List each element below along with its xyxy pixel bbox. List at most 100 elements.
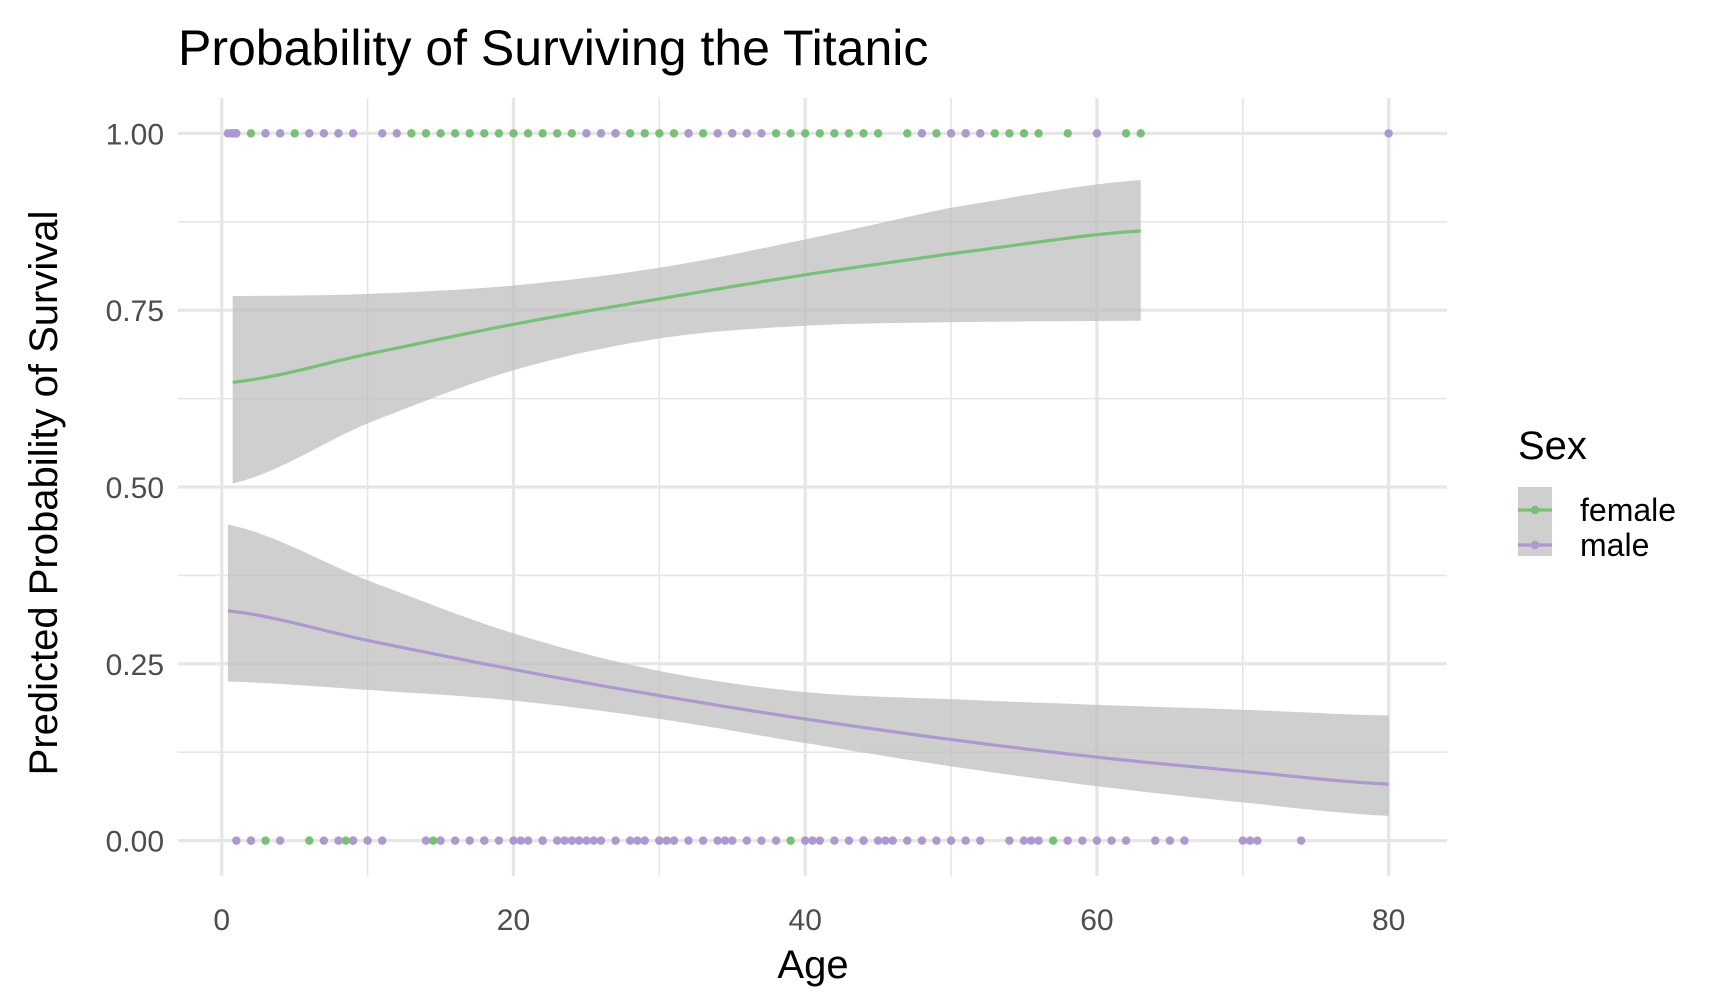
- point-male-died: [1165, 836, 1175, 845]
- point-male-died: [611, 836, 620, 845]
- point-female-survived: [1121, 129, 1131, 138]
- point-female-survived: [990, 129, 1000, 138]
- point-male-died: [1027, 836, 1036, 845]
- point-male-survived: [728, 129, 737, 138]
- point-male-died: [1245, 836, 1255, 845]
- y-tick-label: 0.00: [106, 826, 164, 859]
- fit-line-male: [227, 609, 1389, 786]
- point-male-died: [932, 836, 941, 845]
- point-male-died: [808, 836, 817, 845]
- point-male-died: [1107, 836, 1116, 845]
- point-male-died: [961, 836, 970, 845]
- point-male-died: [232, 836, 241, 845]
- point-male-survived: [961, 129, 970, 138]
- point-male-died: [662, 836, 671, 845]
- point-female-survived: [815, 129, 824, 138]
- point-male-survived: [378, 129, 387, 138]
- point-female-survived: [450, 129, 460, 138]
- x-tick-label: 60: [1080, 904, 1113, 937]
- y-axis-title: Predicted Probability of Survival: [22, 211, 66, 776]
- point-male-died: [421, 836, 431, 845]
- point-male-died: [1092, 836, 1102, 845]
- point-male-died: [917, 836, 927, 845]
- point-male-died: [742, 836, 752, 845]
- point-male-died: [560, 836, 569, 845]
- point-male-died: [494, 836, 504, 845]
- point-male-died: [1296, 836, 1306, 845]
- point-female-died: [341, 836, 350, 845]
- y-tick-label: 1.00: [106, 118, 164, 151]
- point-male-survived: [742, 129, 752, 138]
- y-tick-label: 0.25: [106, 649, 164, 682]
- x-tick-label: 80: [1372, 904, 1405, 937]
- point-male-died: [567, 836, 577, 845]
- point-male-died: [553, 836, 562, 845]
- point-male-survived: [305, 129, 314, 138]
- point-male-died: [903, 836, 912, 845]
- y-axis-ticks: 0.00 0.25 0.50 0.75 1.00: [106, 118, 164, 858]
- point-female-survived: [625, 129, 635, 138]
- point-male-died: [589, 836, 598, 845]
- point-female-survived: [786, 129, 795, 138]
- point-female-survived: [480, 129, 489, 138]
- point-female-died: [429, 836, 438, 845]
- point-male-died: [246, 836, 256, 845]
- point-male-died: [757, 836, 766, 845]
- point-male-died: [873, 836, 883, 845]
- x-tick-label: 20: [497, 904, 530, 937]
- point-female-survived: [290, 129, 299, 138]
- point-male-died: [275, 836, 285, 845]
- fit-line-female: [232, 229, 1141, 384]
- point-male-died: [844, 836, 854, 845]
- point-female-survived: [932, 129, 941, 138]
- legend-label-female: female: [1580, 492, 1676, 528]
- point-male-died: [815, 836, 824, 845]
- point-male-died: [1253, 836, 1262, 845]
- point-male-died: [1078, 836, 1087, 845]
- point-male-died: [480, 836, 489, 845]
- point-female-survived: [830, 129, 839, 138]
- point-male-survived: [611, 129, 620, 138]
- point-male-died: [1180, 836, 1189, 845]
- legend-key-point-male: [1530, 540, 1540, 550]
- point-female-survived: [640, 129, 649, 138]
- point-male-died: [348, 836, 358, 845]
- point-female-survived: [407, 129, 416, 138]
- point-male-died: [436, 836, 445, 845]
- point-male-died: [881, 836, 890, 845]
- point-female-survived: [903, 129, 912, 138]
- point-female-survived: [859, 129, 868, 138]
- point-male-died: [596, 836, 606, 845]
- y-tick-label: 0.50: [106, 472, 164, 505]
- point-male-died: [509, 836, 518, 845]
- point-male-died: [655, 836, 664, 845]
- point-male-died: [319, 836, 329, 845]
- point-male-died: [465, 836, 474, 845]
- point-female-survived: [1063, 129, 1072, 138]
- legend-key-point-female: [1530, 505, 1540, 515]
- x-tick-label: 40: [789, 904, 822, 937]
- point-male-died: [582, 836, 591, 845]
- point-male-died: [1063, 836, 1072, 845]
- point-female-survived: [538, 129, 547, 138]
- point-male-died: [538, 836, 547, 845]
- point-male-died: [378, 836, 387, 845]
- point-male-died: [516, 836, 525, 845]
- point-female-survived: [801, 129, 810, 138]
- point-male-died: [363, 836, 372, 845]
- point-female-died: [261, 836, 270, 845]
- point-female-survived: [669, 129, 679, 138]
- point-male-survived: [275, 129, 285, 138]
- point-female-survived: [844, 129, 854, 138]
- point-female-survived: [421, 129, 431, 138]
- point-male-died: [450, 836, 460, 845]
- point-female-survived: [1019, 129, 1029, 138]
- point-male-survived: [713, 129, 722, 138]
- point-male-died: [720, 836, 730, 845]
- point-male-survived: [1384, 129, 1393, 138]
- point-male-died: [633, 836, 642, 845]
- point-female-survived: [771, 129, 781, 138]
- point-male-died: [1238, 836, 1247, 845]
